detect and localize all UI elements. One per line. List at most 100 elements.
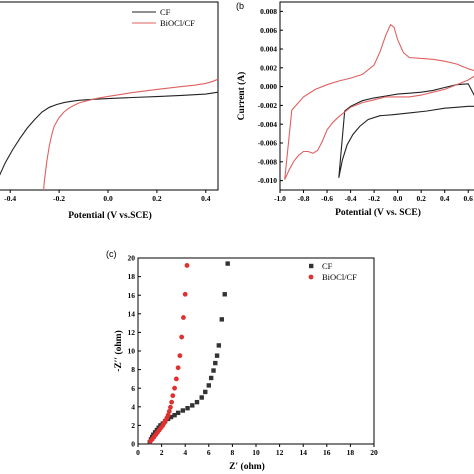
y-tick-label: 10: [128, 347, 136, 356]
panel-a-x-ticks: -0.4 -0.2 0.0 0.2 0.4: [4, 190, 211, 203]
x-tick-label: 8: [231, 448, 235, 457]
cf-data-point: [190, 403, 195, 408]
x-tick-label: 0.2: [416, 194, 426, 203]
y-tick-label: 12: [128, 328, 136, 337]
x-tick-label: 6: [207, 448, 211, 457]
x-tick-label: -0.6: [321, 194, 333, 203]
bioclcf-data-point: [177, 353, 183, 359]
panel-c-label: (c): [106, 249, 117, 259]
bioclcf-data-point: [184, 263, 190, 268]
x-tick-label: 12: [276, 448, 284, 457]
y-tick-label: 0: [131, 440, 135, 449]
y-tick-label: 0.002: [260, 63, 277, 72]
y-tick-label: 8: [131, 365, 135, 374]
cf-data-point: [216, 343, 222, 348]
panel-b-y-ticks: -0.010 -0.008 -0.006 -0.004 -0.002 0.000 0.002…: [258, 7, 283, 185]
y-tick-label: 20: [128, 254, 136, 263]
legend-label-1: BiOCl/CF: [322, 272, 357, 282]
panel-a-x-axis-label: Potential (V vs.SCE): [68, 210, 151, 221]
cf-data-point: [222, 292, 227, 297]
cf-data-point: [180, 408, 186, 413]
panel-c-x-ticks: 0 2 4 6 8 10 12 14 16 18 20: [136, 444, 378, 457]
x-tick-label: 14: [299, 448, 307, 457]
x-tick-label: 16: [323, 448, 331, 457]
panel-c-y-ticks: 0 2 4 6 8 10 12 14 16 18 20: [128, 254, 141, 449]
x-tick-label: 0.2: [152, 194, 162, 203]
panel-b-series: [284, 23, 474, 180]
cf-data-point: [185, 405, 190, 411]
y-tick-label: 0.008: [260, 7, 277, 16]
x-tick-label: -0.2: [53, 194, 65, 203]
bioclcf-data-point: [182, 291, 188, 297]
x-tick-label: 0: [136, 448, 140, 457]
bioclcf-data-point: [169, 399, 175, 405]
x-tick-label: 20: [370, 448, 378, 457]
bioclcf-data-point: [166, 409, 172, 414]
y-tick-label: 16: [128, 291, 136, 300]
panel-c-y-axis-label: -Z′′ (ohm): [113, 330, 124, 372]
bioclcf-data-point: [170, 393, 176, 399]
legend-label-0: CF: [160, 7, 171, 17]
cf-data-point: [203, 389, 208, 395]
bioclcf-data-point: [175, 365, 181, 371]
y-tick-label: 6: [131, 384, 135, 393]
x-tick-label: -0.4: [4, 194, 16, 203]
cf-data-point: [208, 375, 214, 381]
y-tick-label: -0.006: [258, 139, 278, 148]
panel-b-x-axis-label: Potential (V vs. SCE): [335, 207, 421, 218]
panel-b-y-axis-label: Current (A): [236, 72, 247, 121]
legend-label-1: BiOCl/CF: [160, 18, 195, 28]
bioclcf-data-point: [165, 412, 171, 418]
panel-a-series: [0, 78, 218, 190]
cf-data-point: [213, 360, 218, 366]
panel-b-plot-frame: [279, 1, 474, 191]
series-line-0: [338, 83, 474, 178]
bioclcf-data-point: [181, 315, 186, 320]
legend-label-0: CF: [322, 261, 333, 271]
cf-data-point: [211, 368, 216, 373]
x-tick-label: 18: [347, 448, 355, 457]
cf-data-point: [219, 317, 224, 322]
panel-b-chart: (b -1.0 -0.8 -0.6 -0.4 -0.2 0.0 0.2 0.4 0.6 -0.0…: [236, 1, 474, 218]
y-tick-label: -0.002: [258, 101, 278, 110]
cf-data-point: [225, 261, 230, 266]
x-tick-label: -0.2: [368, 194, 380, 203]
x-tick-label: 2: [160, 448, 164, 457]
x-tick-label: 0.6: [464, 194, 474, 203]
cf-data-point: [194, 399, 200, 405]
bioclcf-data-point: [172, 385, 177, 391]
y-tick-label: 4: [131, 402, 135, 411]
cf-data-point: [168, 414, 174, 420]
x-tick-label: 0.4: [440, 194, 450, 203]
x-tick-label: 0.0: [103, 194, 113, 203]
cf-data-point: [199, 395, 204, 400]
cf-data-point: [175, 410, 181, 416]
panel-b-x-ticks: -1.0 -0.8 -0.6 -0.4 -0.2 0.0 0.2 0.4 0.6: [274, 190, 473, 203]
bioclcf-data-point: [168, 404, 173, 410]
y-tick-label: 18: [128, 272, 136, 281]
y-tick-label: 2: [131, 421, 135, 430]
x-tick-label: 4: [183, 448, 187, 457]
y-tick-label: 14: [128, 309, 136, 318]
y-tick-label: 0.004: [260, 45, 277, 54]
x-tick-label: 10: [252, 448, 260, 457]
x-tick-label: -0.4: [345, 194, 357, 203]
panel-b-label: (b: [236, 1, 244, 11]
x-tick-label: 0.4: [201, 194, 211, 203]
bioclcf-data-point: [173, 376, 179, 382]
y-tick-label: -0.008: [258, 157, 278, 166]
y-tick-label: -0.004: [258, 120, 278, 129]
cf-data-point: [214, 353, 220, 358]
y-tick-label: -0.010: [258, 176, 278, 185]
series-line-0: [0, 91, 218, 176]
series-line-1: [43, 78, 218, 190]
x-tick-label: -0.8: [298, 194, 310, 203]
y-tick-label: 0.006: [260, 26, 277, 35]
panel-c-series: [147, 261, 230, 445]
cf-data-point: [172, 412, 177, 418]
legend-marker-circle: [308, 274, 314, 280]
legend-marker-square: [309, 263, 314, 269]
